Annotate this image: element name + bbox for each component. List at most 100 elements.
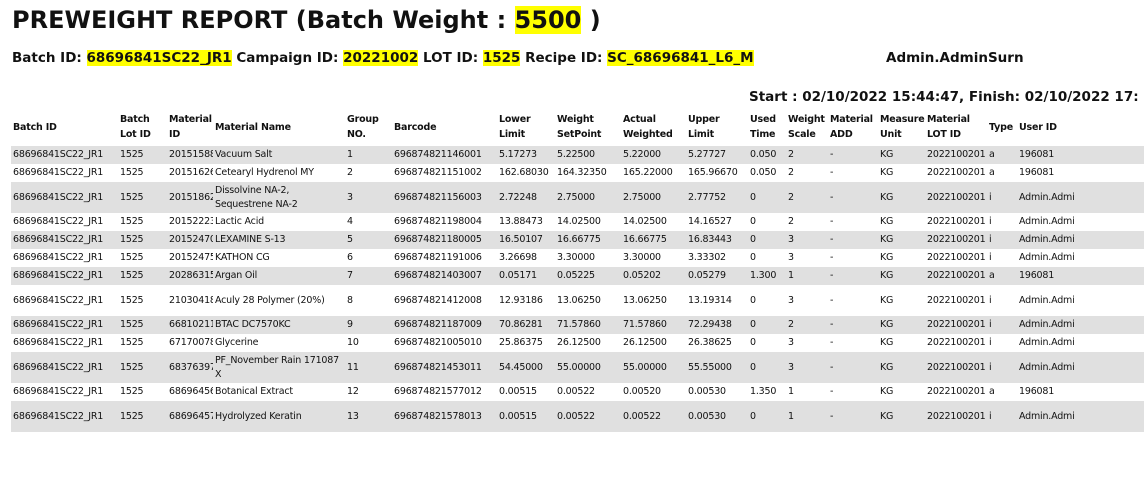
cell-type: a	[989, 167, 995, 178]
cell-measure-unit: KG	[880, 234, 894, 245]
cell-upper-limit: 5.27727	[688, 149, 726, 160]
cell-actual-weighted: 55.00000	[623, 361, 667, 373]
cell-material-add: -	[830, 361, 834, 373]
campaign-id-value: 20221002	[343, 50, 419, 66]
cell-batch-lot-id: 1525	[120, 252, 144, 263]
cell-barcode: 696874821156003	[394, 191, 482, 203]
header-material-add: Material ADD	[830, 114, 873, 140]
cell-batch-id: 68696841SC22_JR1	[13, 252, 104, 263]
cell-material-lot-id: 2022100201	[927, 410, 986, 422]
cell-used-time: 0.050	[750, 167, 777, 178]
cell-group-no: 6	[347, 252, 353, 263]
cell-material-add: -	[830, 149, 834, 160]
header-upper-limit: Upper Limit	[688, 114, 720, 140]
cell-weight-scale: 2	[788, 319, 794, 330]
table-body: 68696841SC22_JR1 1525 20151588 Vacuum Salt 1…	[11, 146, 1144, 432]
report-title-prefix: PREWEIGHT REPORT (Batch Weight :	[12, 6, 515, 34]
cell-material-id: 20151588	[169, 149, 213, 160]
cell-actual-weighted: 0.00522	[623, 410, 661, 422]
cell-group-no: 3	[347, 191, 353, 203]
cell-upper-limit: 72.29438	[688, 319, 732, 330]
cell-barcode: 696874821005010	[394, 337, 482, 348]
batch-id-label: Batch ID:	[12, 50, 87, 66]
cell-material-name: Botanical Extract	[215, 386, 293, 397]
cell-user-id: 196081	[1019, 167, 1055, 178]
cell-material-name: PF_November Rain 171087 X	[215, 354, 339, 380]
header-actual-weighted: Actual Weighted	[623, 114, 673, 140]
cell-weight-scale: 3	[788, 361, 794, 373]
cell-used-time: 1.350	[750, 386, 777, 397]
cell-measure-unit: KG	[880, 386, 894, 397]
cell-material-add: -	[830, 270, 834, 281]
header-weight-scale: Weight Scale	[788, 114, 825, 140]
cell-actual-weighted: 165.22000	[623, 167, 673, 178]
cell-group-no: 7	[347, 270, 353, 281]
cell-barcode: 696874821198004	[394, 216, 482, 227]
table-row: 68696841SC22_JR1 1525 20152475 KATHON CG 6 69…	[11, 249, 1144, 267]
cell-lower-limit: 0.05171	[499, 270, 537, 281]
cell-batch-id: 68696841SC22_JR1	[13, 410, 104, 422]
cell-barcode: 696874821146001	[394, 149, 482, 160]
preweight-table: Batch ID Batch Lot ID Material ID Material Na…	[11, 108, 1144, 432]
cell-weight-setpoint: 13.06250	[557, 294, 601, 306]
cell-upper-limit: 0.00530	[688, 410, 726, 422]
cell-actual-weighted: 3.30000	[623, 252, 661, 263]
cell-group-no: 2	[347, 167, 353, 178]
cell-material-id: 20151862	[169, 191, 213, 203]
table-row: 68696841SC22_JR1 1525 20152223 Lactic Acid 4…	[11, 213, 1144, 231]
cell-weight-scale: 3	[788, 234, 794, 245]
cell-type: i	[989, 337, 992, 348]
cell-material-add: -	[830, 410, 834, 422]
cell-group-no: 10	[347, 337, 359, 348]
cell-batch-id: 68696841SC22_JR1	[13, 149, 104, 160]
table-row: 68696841SC22_JR1 1525 20152470 LEXAMINE S-1…	[11, 231, 1144, 249]
cell-material-add: -	[830, 167, 834, 178]
cell-material-lot-id: 2022100201	[927, 361, 986, 373]
cell-barcode: 696874821577012	[394, 386, 482, 397]
cell-material-id: 66810211	[169, 319, 213, 330]
table-row: 68696841SC22_JR1 1525 20151862 Dissolvine N…	[11, 182, 1144, 213]
table-row: 68696841SC22_JR1 1525 20286315 Argan Oil 7 69…	[11, 267, 1144, 285]
cell-measure-unit: KG	[880, 337, 894, 348]
cell-weight-setpoint: 0.00522	[557, 386, 595, 397]
cell-batch-id: 68696841SC22_JR1	[13, 319, 104, 330]
cell-upper-limit: 16.83443	[688, 234, 732, 245]
cell-lower-limit: 54.45000	[499, 361, 543, 373]
cell-group-no: 8	[347, 294, 353, 306]
lot-id-label: LOT ID:	[418, 50, 483, 66]
cell-type: a	[989, 270, 995, 281]
cell-material-lot-id: 2022100201	[927, 167, 986, 178]
cell-lower-limit: 70.86281	[499, 319, 543, 330]
cell-barcode: 696874821191006	[394, 252, 482, 263]
cell-material-id: 20152223	[169, 216, 213, 227]
cell-measure-unit: KG	[880, 319, 894, 330]
cell-group-no: 9	[347, 319, 353, 330]
cell-user-id: Admin.Admi	[1019, 216, 1075, 227]
cell-material-add: -	[830, 252, 834, 263]
cell-type: i	[989, 410, 992, 422]
cell-batch-lot-id: 1525	[120, 191, 144, 203]
cell-material-name: Glycerine	[215, 337, 259, 348]
cell-used-time: 0	[750, 319, 756, 330]
report-user: Admin.AdminSurn	[886, 50, 1024, 66]
cell-weight-scale: 3	[788, 252, 794, 263]
campaign-id-label: Campaign ID:	[231, 50, 344, 66]
cell-lower-limit: 0.00515	[499, 410, 537, 422]
cell-batch-lot-id: 1525	[120, 167, 144, 178]
cell-barcode: 696874821403007	[394, 270, 482, 281]
cell-material-lot-id: 2022100201	[927, 234, 986, 245]
cell-material-id: 68696456	[169, 386, 213, 397]
batch-weight-value: 5500	[514, 6, 582, 34]
cell-lower-limit: 13.88473	[499, 216, 543, 227]
cell-material-lot-id: 2022100201	[927, 270, 986, 281]
cell-measure-unit: KG	[880, 191, 894, 203]
cell-user-id: 196081	[1019, 149, 1055, 160]
cell-type: i	[989, 294, 992, 306]
header-barcode: Barcode	[394, 121, 437, 133]
cell-batch-lot-id: 1525	[120, 216, 144, 227]
cell-material-lot-id: 2022100201	[927, 191, 986, 203]
cell-weight-setpoint: 164.32350	[557, 167, 607, 178]
cell-batch-lot-id: 1525	[120, 361, 144, 373]
cell-type: i	[989, 252, 992, 263]
cell-user-id: Admin.Admi	[1019, 252, 1075, 263]
